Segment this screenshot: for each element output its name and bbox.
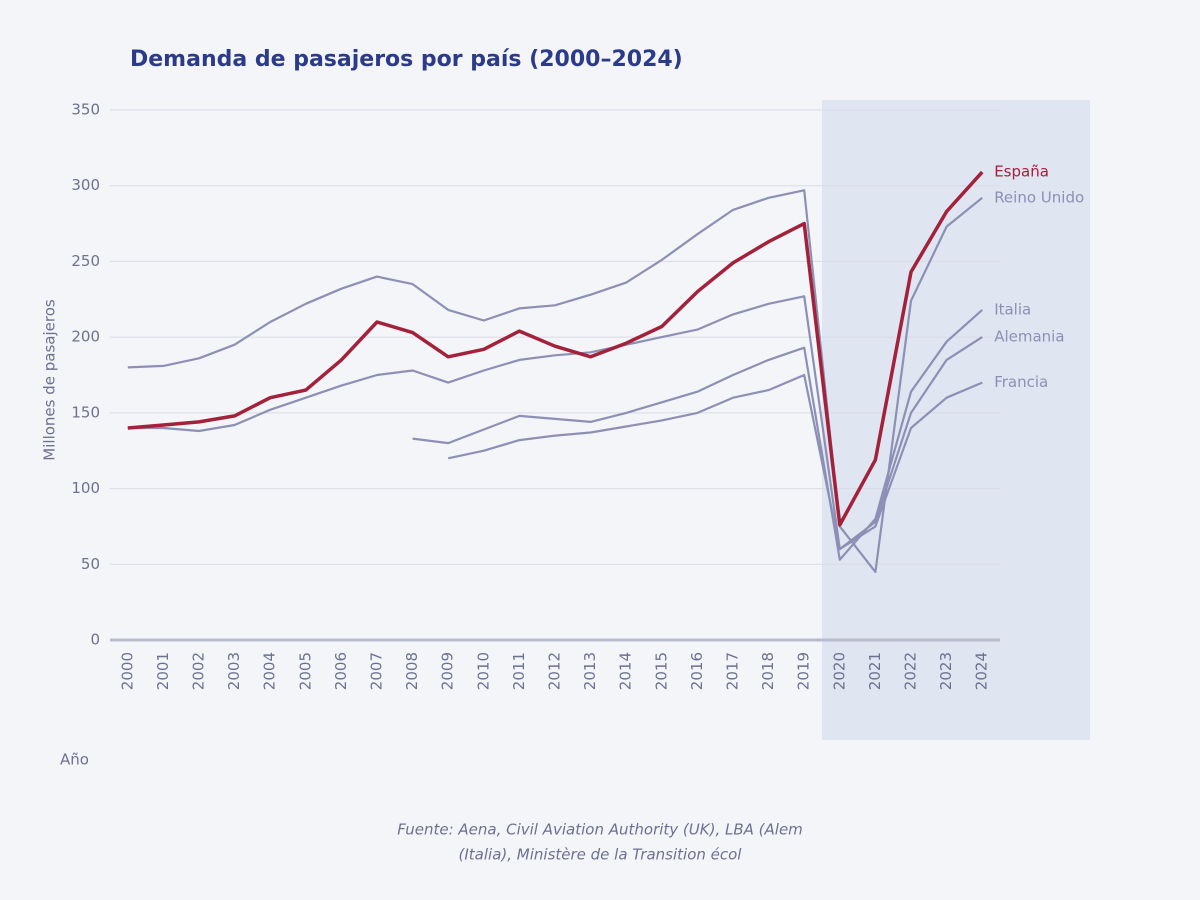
x-tick-label: 2013 (581, 652, 599, 690)
x-tick-label: 2009 (439, 652, 457, 690)
x-tick-label: 2015 (652, 652, 670, 690)
y-tick-label: 0 (90, 631, 100, 649)
series-label: Alemania (994, 328, 1064, 346)
y-tick-label: 100 (71, 479, 100, 497)
series-label: España (994, 163, 1049, 181)
source-note: Fuente: Aena, Civil Aviation Authority (… (397, 821, 803, 839)
y-tick-label: 250 (71, 252, 100, 270)
x-tick-label: 2016 (688, 652, 706, 690)
y-axis-label: Millones de pasajeros (41, 299, 59, 461)
x-tick-label: 2000 (118, 652, 136, 690)
chart-title: Demanda de pasajeros por país (2000–2024… (130, 47, 683, 72)
x-tick-label: 2024 (973, 652, 991, 690)
y-tick-label: 150 (71, 403, 100, 421)
series-line (412, 309, 983, 561)
x-tick-label: 2008 (403, 652, 421, 690)
series-line (447, 373, 983, 551)
x-tick-label: 2007 (368, 652, 386, 690)
source-note: (Italia), Ministère de la Transition éco… (459, 846, 743, 864)
x-tick-label: 2017 (724, 652, 742, 690)
x-tick-label: 2010 (474, 652, 492, 690)
x-tick-label: 2005 (296, 652, 314, 690)
series-label: Reino Unido (994, 188, 1084, 206)
y-tick-label: 350 (71, 101, 100, 119)
x-tick-label: 2004 (261, 652, 279, 690)
x-tick-label: 2003 (225, 652, 243, 690)
x-tick-label: 2023 (937, 652, 955, 690)
x-tick-label: 2022 (902, 652, 920, 690)
x-tick-label: 2020 (830, 652, 848, 690)
series-label: Francia (994, 373, 1048, 391)
series-label: Italia (994, 300, 1031, 318)
y-tick-label: 50 (81, 555, 100, 573)
x-tick-label: 2006 (332, 652, 350, 690)
x-tick-label: 2018 (759, 652, 777, 690)
x-tick-label: 2019 (795, 652, 813, 690)
y-tick-label: 200 (71, 328, 100, 346)
x-tick-label: 2014 (617, 652, 635, 690)
x-tick-label: 2001 (154, 652, 172, 690)
y-tick-label: 300 (71, 176, 100, 194)
x-axis-label: Año (60, 751, 89, 769)
x-tick-label: 2021 (866, 652, 884, 690)
x-tick-label: 2011 (510, 652, 528, 690)
highlight-band (822, 100, 1090, 740)
x-tick-label: 2002 (190, 652, 208, 690)
x-tick-label: 2012 (546, 652, 564, 690)
series-line (127, 170, 984, 527)
